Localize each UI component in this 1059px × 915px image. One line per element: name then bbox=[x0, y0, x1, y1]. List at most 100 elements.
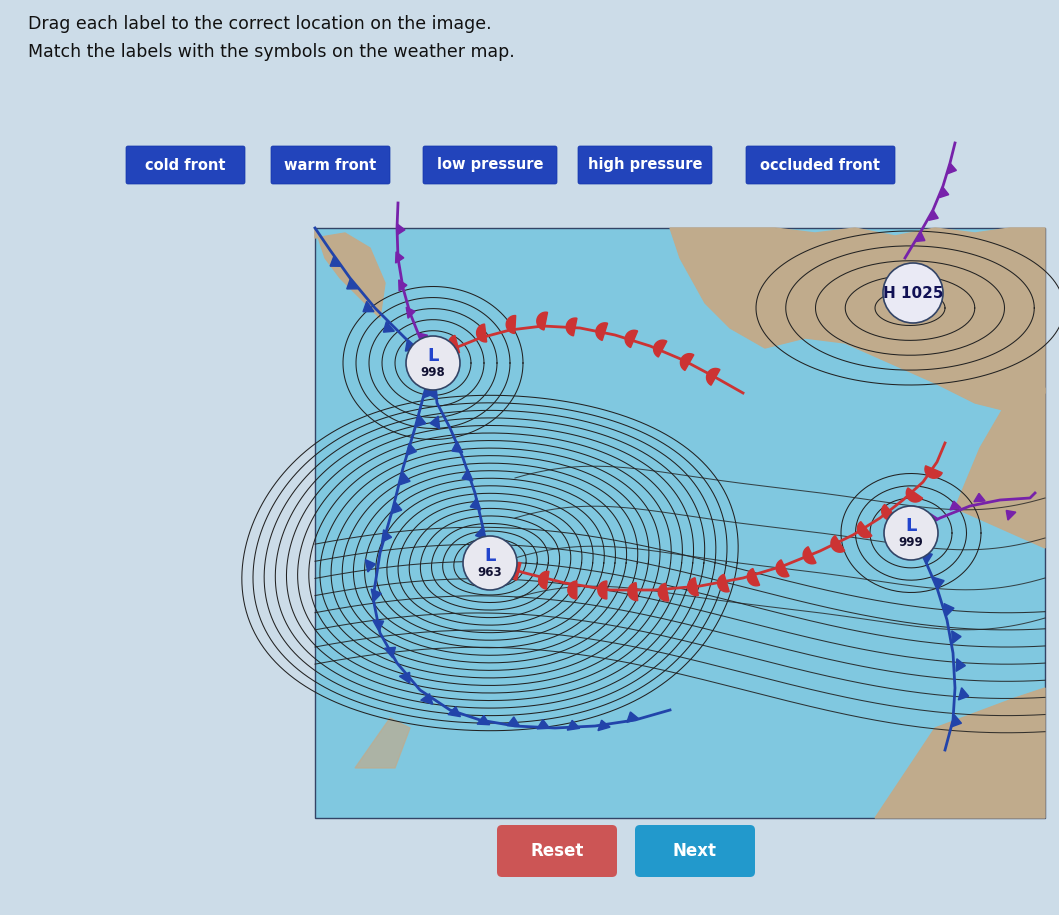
Polygon shape bbox=[399, 280, 407, 291]
Polygon shape bbox=[955, 388, 1045, 548]
Polygon shape bbox=[420, 694, 433, 705]
Circle shape bbox=[406, 336, 460, 390]
Polygon shape bbox=[831, 535, 845, 553]
Polygon shape bbox=[950, 501, 961, 510]
Polygon shape bbox=[397, 224, 405, 235]
Text: L: L bbox=[905, 517, 917, 535]
Text: 999: 999 bbox=[899, 535, 923, 548]
Text: warm front: warm front bbox=[284, 157, 376, 173]
Polygon shape bbox=[627, 712, 639, 722]
FancyBboxPatch shape bbox=[497, 825, 617, 877]
Polygon shape bbox=[925, 466, 943, 479]
FancyBboxPatch shape bbox=[578, 146, 712, 184]
Text: high pressure: high pressure bbox=[588, 157, 702, 173]
Polygon shape bbox=[598, 581, 607, 599]
Polygon shape bbox=[448, 706, 461, 716]
Circle shape bbox=[883, 263, 943, 323]
Text: 963: 963 bbox=[478, 565, 502, 578]
Polygon shape bbox=[383, 321, 394, 332]
Polygon shape bbox=[537, 312, 548, 330]
Polygon shape bbox=[399, 473, 410, 485]
Polygon shape bbox=[407, 443, 416, 456]
Polygon shape bbox=[418, 333, 428, 343]
FancyBboxPatch shape bbox=[746, 146, 895, 184]
Polygon shape bbox=[951, 715, 962, 727]
Polygon shape bbox=[939, 187, 949, 198]
FancyBboxPatch shape bbox=[126, 146, 245, 184]
Text: occluded front: occluded front bbox=[760, 157, 880, 173]
Polygon shape bbox=[776, 560, 789, 576]
Polygon shape bbox=[355, 718, 410, 768]
Polygon shape bbox=[423, 386, 433, 398]
Polygon shape bbox=[477, 324, 487, 342]
Text: H 1025: H 1025 bbox=[883, 285, 944, 300]
Polygon shape bbox=[803, 547, 816, 564]
Text: Match the labels with the symbols on the weather map.: Match the labels with the symbols on the… bbox=[28, 43, 515, 61]
Polygon shape bbox=[921, 552, 932, 564]
Polygon shape bbox=[952, 630, 962, 643]
Polygon shape bbox=[381, 530, 392, 543]
Circle shape bbox=[884, 506, 938, 560]
Polygon shape bbox=[948, 163, 956, 174]
Polygon shape bbox=[568, 720, 579, 730]
Polygon shape bbox=[392, 501, 401, 513]
Polygon shape bbox=[875, 688, 1045, 818]
Polygon shape bbox=[706, 369, 720, 385]
Polygon shape bbox=[929, 210, 938, 221]
Polygon shape bbox=[934, 577, 945, 589]
Polygon shape bbox=[928, 513, 938, 522]
Text: 998: 998 bbox=[420, 365, 446, 379]
Polygon shape bbox=[1006, 511, 1016, 520]
Text: Next: Next bbox=[674, 842, 717, 860]
Polygon shape bbox=[452, 441, 463, 453]
Polygon shape bbox=[681, 353, 694, 371]
Polygon shape bbox=[396, 252, 403, 264]
Text: low pressure: low pressure bbox=[436, 157, 543, 173]
Polygon shape bbox=[372, 589, 381, 601]
Polygon shape bbox=[506, 316, 516, 333]
Polygon shape bbox=[748, 568, 759, 586]
Polygon shape bbox=[384, 647, 395, 658]
Polygon shape bbox=[346, 278, 358, 289]
FancyBboxPatch shape bbox=[635, 825, 755, 877]
Polygon shape bbox=[958, 688, 969, 700]
Polygon shape bbox=[373, 620, 383, 631]
Text: Reset: Reset bbox=[531, 842, 584, 860]
Text: L: L bbox=[428, 347, 438, 365]
Polygon shape bbox=[430, 416, 439, 428]
Polygon shape bbox=[974, 493, 985, 501]
Bar bbox=[315, 228, 1045, 818]
Text: L: L bbox=[484, 547, 496, 565]
Polygon shape bbox=[907, 488, 922, 502]
FancyBboxPatch shape bbox=[271, 146, 390, 184]
Polygon shape bbox=[653, 340, 667, 357]
Polygon shape bbox=[539, 571, 549, 589]
Polygon shape bbox=[882, 504, 897, 520]
Polygon shape bbox=[537, 719, 550, 729]
Polygon shape bbox=[687, 577, 698, 596]
Polygon shape bbox=[659, 583, 669, 601]
Polygon shape bbox=[448, 336, 460, 353]
Polygon shape bbox=[470, 498, 481, 510]
Circle shape bbox=[463, 536, 517, 590]
Polygon shape bbox=[363, 301, 374, 312]
Polygon shape bbox=[478, 716, 489, 725]
Polygon shape bbox=[365, 560, 375, 572]
Polygon shape bbox=[427, 386, 436, 399]
Polygon shape bbox=[944, 604, 954, 616]
Text: Drag each label to the correct location on the image.: Drag each label to the correct location … bbox=[28, 15, 491, 33]
Polygon shape bbox=[415, 414, 426, 427]
Polygon shape bbox=[567, 318, 577, 336]
Polygon shape bbox=[568, 581, 577, 599]
Polygon shape bbox=[507, 717, 520, 727]
Polygon shape bbox=[315, 228, 385, 318]
Polygon shape bbox=[915, 231, 925, 242]
Polygon shape bbox=[598, 720, 610, 730]
Polygon shape bbox=[399, 673, 410, 684]
Polygon shape bbox=[628, 583, 638, 600]
Polygon shape bbox=[509, 563, 521, 580]
Text: cold front: cold front bbox=[145, 157, 226, 173]
FancyBboxPatch shape bbox=[423, 146, 557, 184]
Polygon shape bbox=[330, 256, 341, 266]
Polygon shape bbox=[406, 340, 416, 351]
